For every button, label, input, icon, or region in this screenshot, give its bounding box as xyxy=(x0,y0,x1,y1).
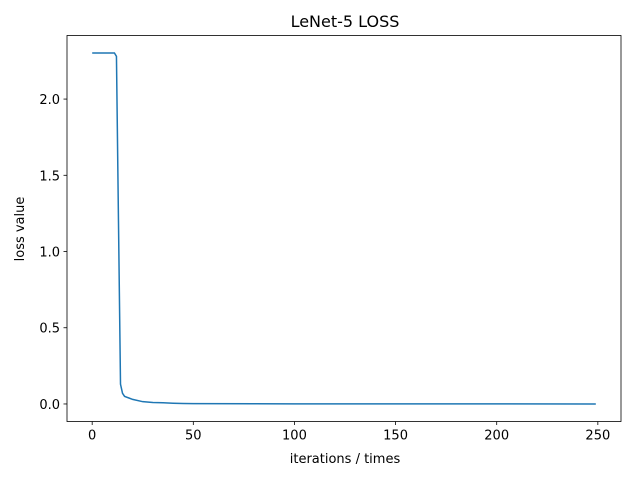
x-tick-label: 250 xyxy=(585,429,610,444)
x-tick-label: 50 xyxy=(185,429,202,444)
x-tick-label: 200 xyxy=(484,429,509,444)
y-tick-label: 1.0 xyxy=(39,246,60,261)
y-tick-label: 0.0 xyxy=(39,398,60,413)
x-tick-label: 150 xyxy=(383,429,408,444)
chart-title: LeNet-5 LOSS xyxy=(291,12,400,31)
y-axis-label: loss value xyxy=(13,197,28,262)
y-tick-label: 0.5 xyxy=(39,322,60,337)
plot-frame xyxy=(66,35,622,422)
y-tick-label: 1.5 xyxy=(39,169,60,184)
y-tick-label: 2.0 xyxy=(39,93,60,108)
line-series xyxy=(92,52,596,405)
x-tick-label: 100 xyxy=(282,429,307,444)
x-axis-label: iterations / times xyxy=(290,452,401,467)
x-tick-label: 0 xyxy=(88,429,96,444)
